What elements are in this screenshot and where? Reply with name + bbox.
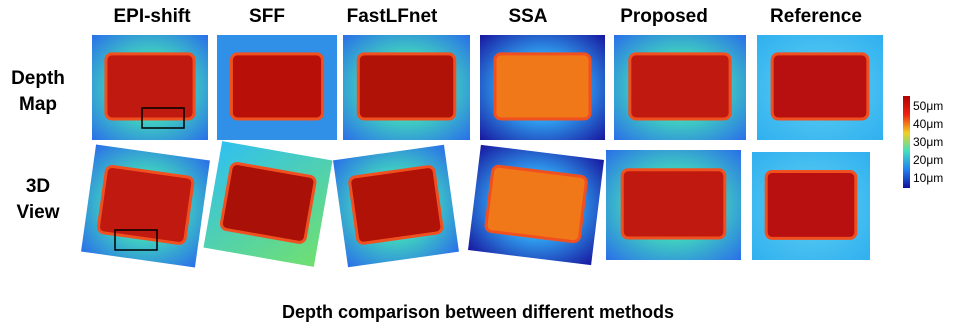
depth-panel [92, 35, 208, 140]
panel-surface [231, 54, 322, 119]
colorbar-label: 50μm [913, 99, 943, 113]
panel-surface [622, 170, 725, 238]
row-label: Depth [11, 68, 65, 89]
colorbar-label: 20μm [913, 153, 943, 167]
colorbar-label: 10μm [913, 171, 943, 185]
row-label: Map [19, 94, 57, 115]
depth-panel [614, 35, 746, 140]
panels [81, 35, 883, 267]
colorbar [903, 96, 910, 188]
depth-panel [480, 35, 605, 140]
colorbar-label: 30μm [913, 135, 943, 149]
depth-panel [757, 35, 883, 140]
depth-panel [203, 141, 332, 267]
panel-surface [485, 166, 587, 243]
figure: EPI-shift SFF FastLFnet SSA Proposed Ref… [0, 0, 955, 331]
column-header: FastLFnet [347, 6, 438, 27]
depth-panel [81, 145, 210, 268]
panel-surface [358, 54, 455, 119]
panel-surface [766, 171, 856, 238]
panel-surface [98, 166, 194, 244]
depth-panel [606, 150, 741, 260]
panel-surface [772, 54, 868, 119]
depth-panel [217, 35, 337, 140]
column-header: SFF [249, 6, 285, 27]
depth-panel [333, 145, 459, 268]
panel-surface [630, 54, 730, 119]
column-header: Proposed [620, 6, 708, 27]
panel-surface [220, 163, 315, 244]
panel-surface [106, 54, 194, 119]
panel-surface [495, 54, 590, 119]
column-header: Reference [770, 6, 862, 27]
row-label: 3D [26, 176, 50, 197]
depth-panel [752, 152, 870, 260]
depth-panel [343, 35, 470, 140]
panel-surface [349, 166, 443, 244]
row-label: View [17, 202, 60, 223]
caption: Depth comparison between different metho… [282, 302, 674, 322]
depth-panel [468, 145, 604, 265]
column-header: SSA [508, 6, 547, 27]
column-header: EPI-shift [113, 6, 191, 27]
colorbar-label: 40μm [913, 117, 943, 131]
